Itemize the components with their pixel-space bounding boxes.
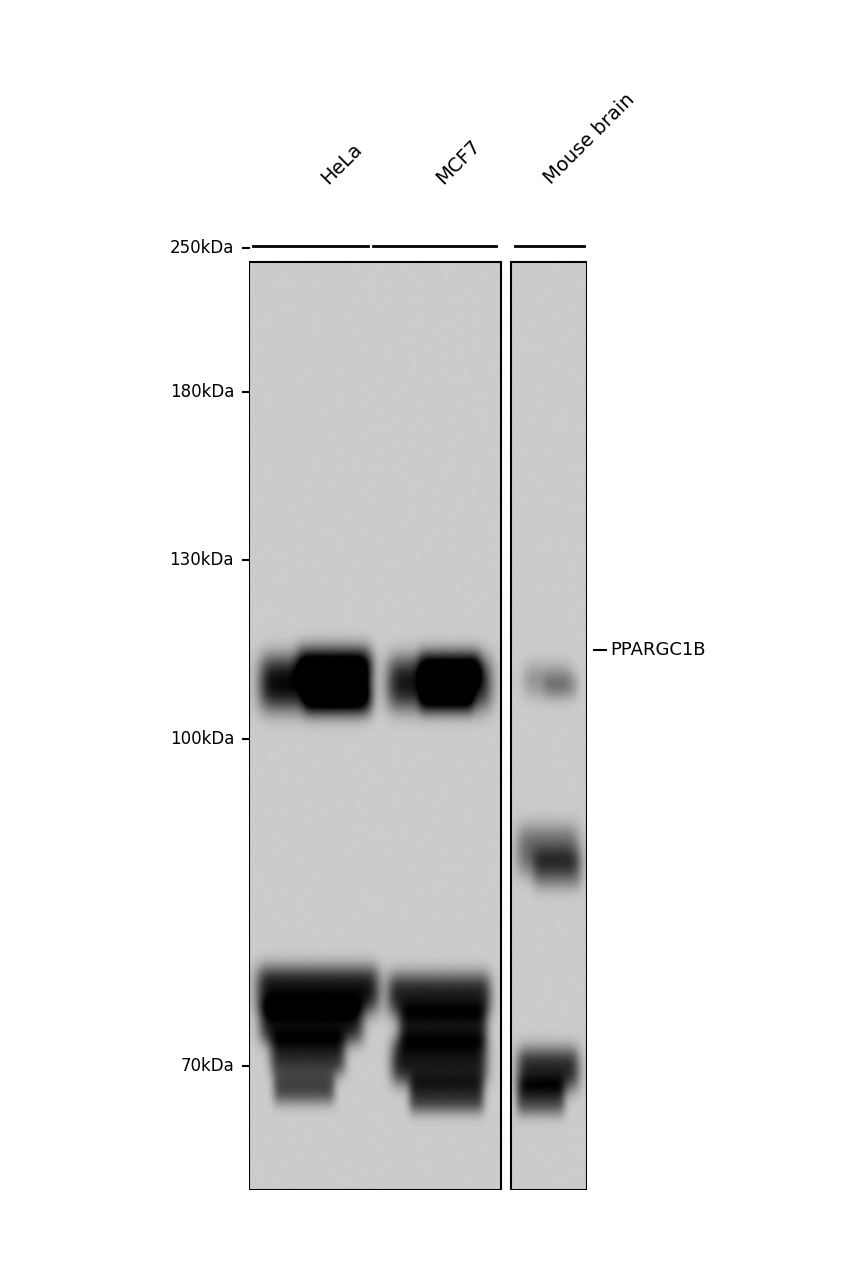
- Text: Mouse brain: Mouse brain: [540, 90, 638, 188]
- Text: PPARGC1B: PPARGC1B: [609, 641, 705, 659]
- Text: MCF7: MCF7: [432, 137, 484, 188]
- Bar: [511, 262, 587, 1190]
- Text: HeLa: HeLa: [317, 140, 365, 188]
- Bar: [249, 262, 500, 1190]
- Text: 180kDa: 180kDa: [170, 383, 234, 401]
- Text: 250kDa: 250kDa: [170, 239, 234, 257]
- Text: 70kDa: 70kDa: [180, 1057, 234, 1075]
- Text: 100kDa: 100kDa: [170, 730, 234, 748]
- Text: 130kDa: 130kDa: [170, 552, 234, 570]
